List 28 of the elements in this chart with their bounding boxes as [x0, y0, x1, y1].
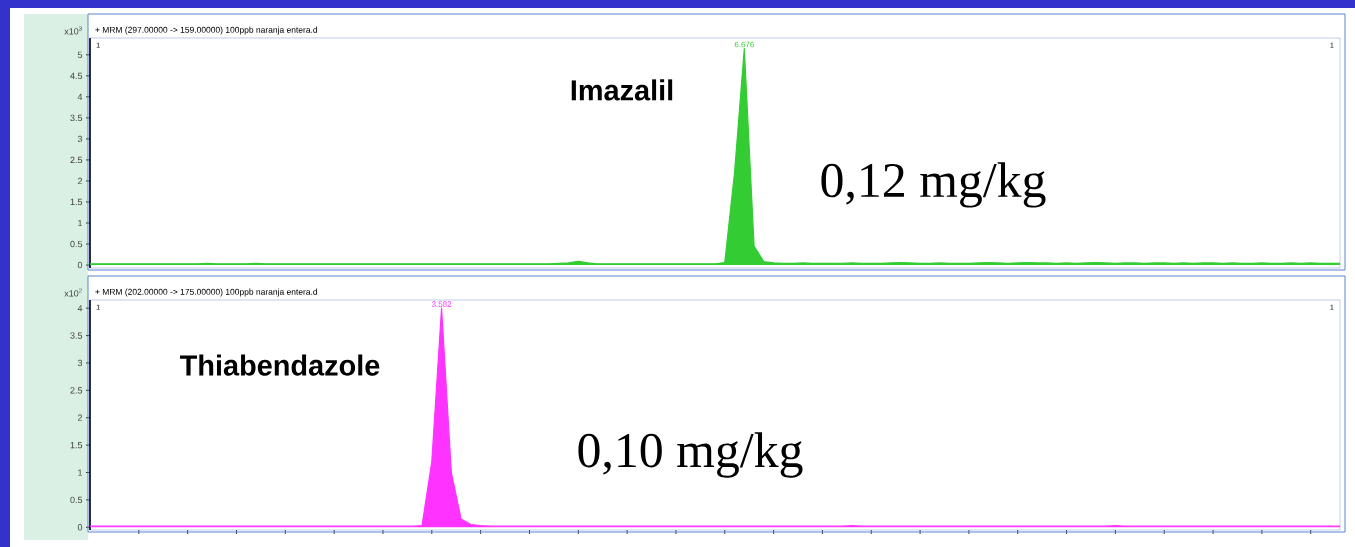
annotation: Thiabendazole [179, 354, 380, 376]
y-tick-label: 4 [77, 93, 83, 100]
y-tick-label: 0 [77, 261, 83, 269]
y-tick-label: 4 [77, 305, 83, 312]
y-tick-label: 3.5 [70, 332, 83, 339]
y-tick-label: 0.5 [70, 496, 83, 504]
y-tick-label: 1 [78, 469, 83, 476]
y-tick-label: 4.5 [70, 72, 83, 79]
y-tick-label: 2 [77, 177, 83, 185]
y-tick-label: 0.5 [70, 240, 83, 248]
y-tick-label: 3.5 [70, 114, 83, 122]
chart-title: + MRM (202.00000 -> 175.00000) 100ppb naranja entera.d [95, 288, 318, 297]
chart-title: + MRM (297.00000 -> 159.00000) 100ppb naranja entera.d [95, 26, 318, 35]
y-tick-label: 3 [77, 359, 83, 367]
y-tick-label: 0 [77, 524, 83, 531]
annotation: 0,10 mg/kg [578, 432, 803, 478]
annotation: Imazalil [571, 79, 673, 101]
y-tick-label: 1 [78, 219, 83, 227]
annotation: 0,12 mg/kg [821, 162, 1046, 208]
y-tick-label: 2 [77, 414, 83, 421]
y-tick-label: 2.5 [70, 156, 83, 164]
y-tick-label: 3 [77, 135, 83, 143]
y-axis-title: x10$^{2}$ [64, 288, 82, 297]
y-tick-label: 5 [77, 51, 83, 58]
y-tick-label: 2.5 [70, 387, 83, 394]
y-tick-label: 1.5 [70, 198, 83, 206]
y-axis-title: x10$^{3}$ [64, 26, 82, 35]
y-tick-label: 1.5 [70, 441, 83, 449]
